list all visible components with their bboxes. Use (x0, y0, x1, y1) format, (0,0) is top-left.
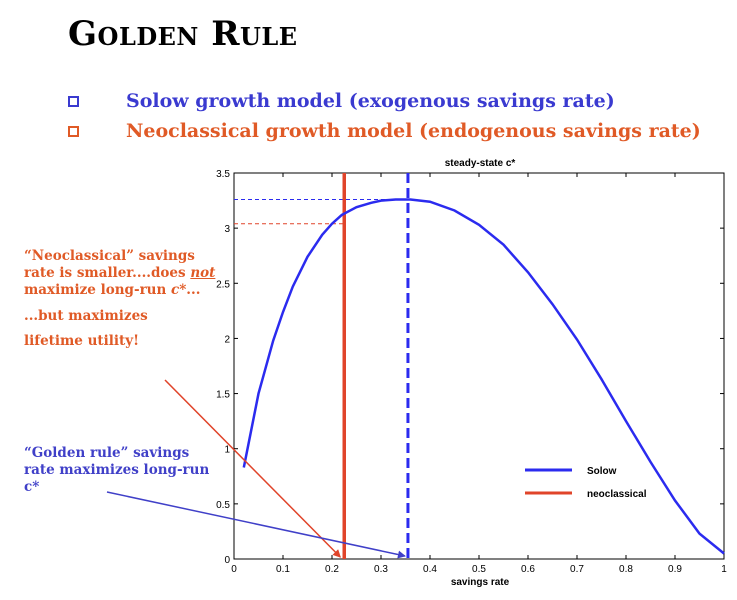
y-tick-label: 1 (224, 445, 230, 456)
x-tick-label: 0.5 (472, 564, 486, 575)
bullet-neoclassical-text: Neoclassical growth model (endogenous sa… (126, 120, 701, 142)
legend-label: Solow (587, 466, 617, 477)
chart-title: steady-state c* (445, 158, 516, 169)
y-tick-label: 3 (224, 224, 230, 235)
y-tick-label: 2.5 (216, 279, 230, 290)
legend-label: neoclassical (587, 489, 647, 500)
x-tick-label: 1 (721, 564, 727, 575)
x-tick-label: 0.1 (276, 564, 290, 575)
annotation-lifetime-utility: lifetime utility! (24, 333, 140, 349)
x-tick-label: 0.3 (374, 564, 388, 575)
checkbox-square-icon (68, 95, 79, 107)
y-tick-label: 0 (224, 555, 230, 566)
solow-curve (242, 198, 725, 555)
x-tick-label: 0.2 (325, 564, 339, 575)
y-tick-label: 2 (224, 334, 230, 345)
x-axis-label: savings rate (451, 577, 510, 588)
x-tick-label: 0.9 (668, 564, 682, 575)
y-tick-label: 0.5 (216, 500, 230, 511)
golden-rule-arrow (106, 491, 406, 559)
y-tick-label: 1.5 (216, 390, 230, 401)
checkbox-square-icon (68, 125, 79, 137)
annotation-golden-rule: “Golden rule” savings rate maximizes lon… (24, 445, 210, 495)
y-tick-label: 3.5 (216, 169, 230, 180)
bullet-list: Solow growth model (exogenous savings ra… (68, 86, 701, 146)
annotation-neoclassical: “Neoclassical” savings rate is smaller..… (24, 248, 216, 298)
slide-title: Golden Rule (68, 14, 298, 54)
neoclassical-arrow (164, 379, 341, 558)
bullet-solow: Solow growth model (exogenous savings ra… (68, 86, 701, 116)
bullet-neoclassical: Neoclassical growth model (endogenous sa… (68, 116, 701, 146)
x-tick-label: 0.8 (619, 564, 633, 575)
plot-frame (233, 172, 725, 560)
x-tick-label: 0.7 (570, 564, 584, 575)
bullet-solow-text: Solow growth model (exogenous savings ra… (126, 90, 615, 112)
x-tick-label: 0.6 (521, 564, 535, 575)
annotation-but-maximizes: ...but maximizes (24, 308, 148, 324)
annotation-emphasis: not (190, 265, 216, 281)
x-tick-label: 0 (231, 564, 237, 575)
x-tick-label: 0.4 (423, 564, 437, 575)
